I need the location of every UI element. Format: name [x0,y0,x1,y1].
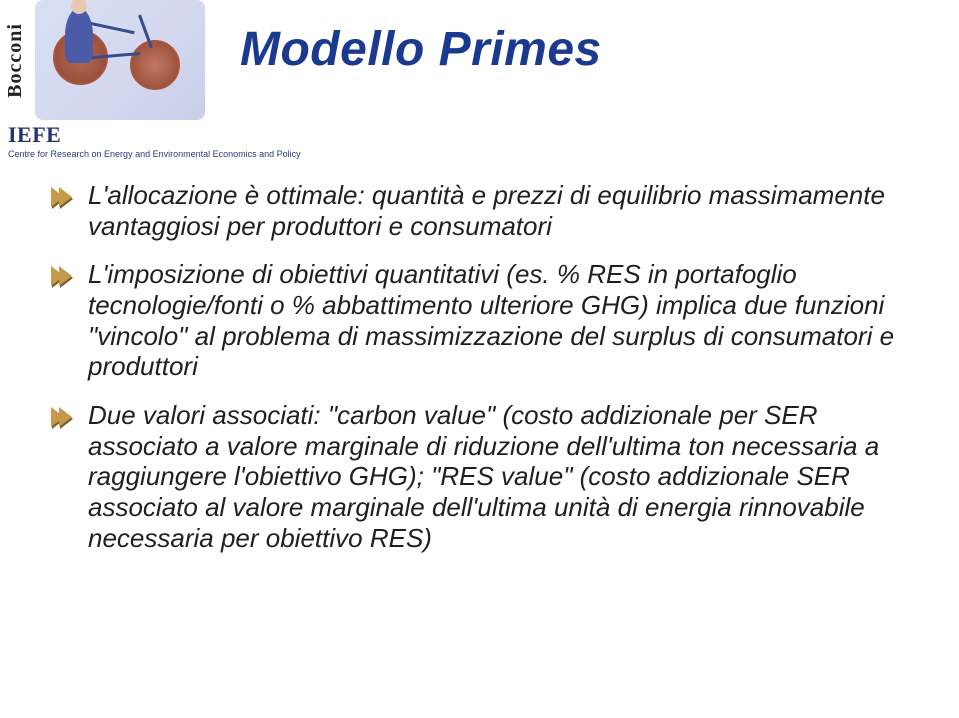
bocconi-vertical-label: Bocconi [0,0,30,120]
iefe-title: IEFE [8,122,308,148]
bullet-text: L'allocazione è ottimale: quantità e pre… [88,180,919,241]
bullet-text: L'imposizione di obiettivi quantitativi … [88,259,919,382]
bocconi-text: Bocconi [4,23,27,98]
list-item: Due valori associati: "carbon value" (co… [48,400,919,553]
bullet-list: L'allocazione è ottimale: quantità e pre… [48,180,919,571]
page-title: Modello Primes [240,22,602,77]
bullet-chevron-icon [48,184,78,214]
list-item: L'allocazione è ottimale: quantità e pre… [48,180,919,241]
bullet-text: Due valori associati: "carbon value" (co… [88,400,919,553]
header-logo-block: Bocconi IEFE Centre for Research on Ener… [0,0,280,160]
list-item: L'imposizione di obiettivi quantitativi … [48,259,919,382]
logo-illustration [35,0,205,120]
bullet-chevron-icon [48,404,78,434]
bullet-chevron-icon [48,263,78,293]
iefe-subtitle: Centre for Research on Energy and Enviro… [8,149,308,159]
iefe-block: IEFE Centre for Research on Energy and E… [8,122,308,159]
